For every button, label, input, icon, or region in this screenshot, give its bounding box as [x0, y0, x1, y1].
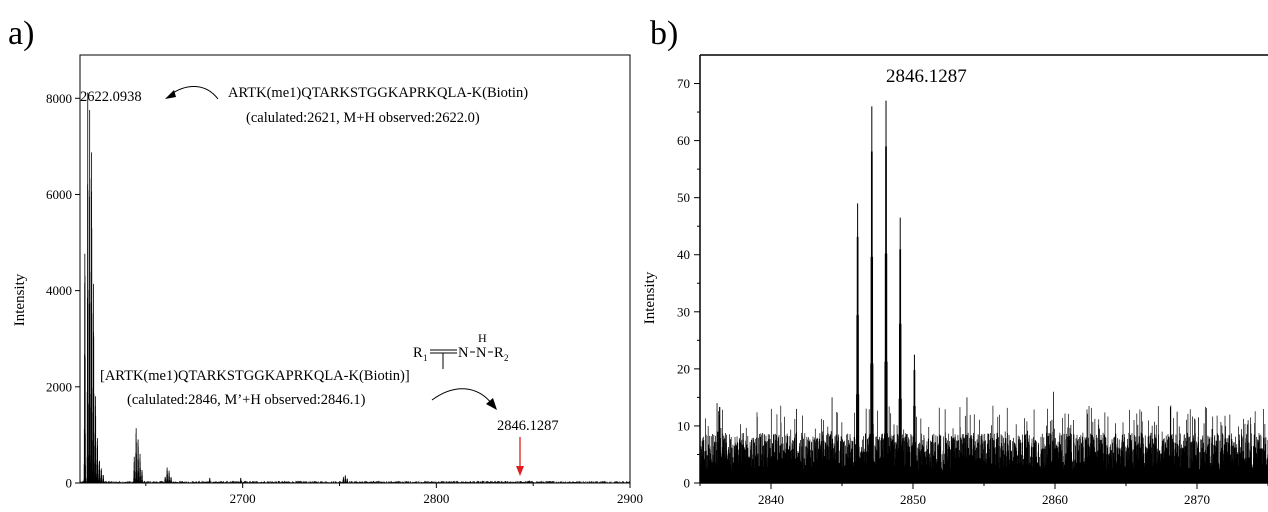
panel-b-y-tick-label: 40 — [677, 247, 690, 262]
panel-a-peak — [208, 477, 212, 483]
panel-b-peak — [883, 100, 890, 483]
panel-a-peak2-mass-label: 2846.1287 — [497, 418, 559, 434]
panel-a-peak1-mass-label: 2622.0938 — [80, 89, 142, 105]
panel-b-spectrum-trace — [699, 100, 1268, 483]
panel-a-peak2-sequence: [ARTK(me1)QTARKSTGGKAPRKQLA-K(Biotin)] — [100, 368, 410, 384]
panel-b-y-tick-label: 10 — [677, 418, 690, 433]
panel-a-red-marker-arrowhead — [516, 466, 524, 476]
panel-a-y-tick-label: 4000 — [46, 283, 72, 298]
panel-a-peak — [101, 474, 105, 483]
panel-a-peak — [138, 453, 142, 483]
panel-b-y-tick-label: 0 — [684, 476, 691, 491]
structure-r2: R — [494, 345, 504, 361]
panel-a-peak — [92, 283, 95, 483]
panel-a-peak — [342, 476, 345, 483]
panel-a-peak — [86, 92, 90, 483]
panel-a-peak — [96, 438, 99, 483]
structure-r1-subscript: 1 — [423, 353, 428, 363]
panel-b-y-tick-label: 20 — [677, 361, 690, 376]
panel-a-peak1-calc: (calulated:2621, M+H observed:2622.0) — [246, 110, 480, 126]
panel-a-peak1-curved-arrow — [169, 86, 219, 100]
panel-b-y-tick-label: 60 — [677, 133, 690, 148]
panel-a-y-tick-label: 0 — [66, 476, 73, 491]
panel-a-peak — [100, 468, 103, 483]
panel-b-x-tick-label: 2840 — [758, 492, 784, 507]
panel-b-noise — [699, 405, 1268, 483]
panel-a-y-axis-title: Intensity — [12, 273, 28, 326]
panel-a-peak — [169, 477, 173, 483]
panel-b-x-tick-label: 2870 — [1184, 492, 1210, 507]
panel-a-peak — [90, 152, 93, 483]
panel-a-peak — [165, 467, 169, 483]
panel-a-x-tick-label: 2900 — [617, 491, 643, 506]
structure-n2: N — [476, 345, 487, 361]
panel-a-spectrum-trace — [80, 92, 631, 483]
panel-a-peak1-sequence: ARTK(me1)QTARKSTGGKAPRKQLA-K(Biotin) — [228, 85, 528, 101]
panel-a-ticks: 2700 2800 2900 0 2000 4000 6000 8000 — [46, 91, 643, 506]
structure-r2-subscript: 2 — [504, 353, 509, 363]
panel-a-spectrum: a) 2700 2800 2900 0 2000 4000 6000 8000 Intensi… — [8, 15, 643, 506]
structure-n1: N — [458, 345, 469, 361]
panel-b-spectrum: b) 2840 2850 2860 2870 0 10 20 30 40 50 60 70 Inten… — [642, 15, 1268, 507]
panel-a-peak — [88, 109, 91, 483]
panel-b-y-tick-label: 50 — [677, 190, 690, 205]
panel-b-y-axis-title: Intensity — [642, 271, 658, 324]
panel-b-x-tick-label: 2850 — [900, 492, 926, 507]
panel-b-ticks: 2840 2850 2860 2870 0 10 20 30 40 50 60 70 — [677, 76, 1268, 507]
panel-b-axes — [699, 54, 1268, 484]
panel-a-peak — [94, 396, 97, 483]
panel-a-peak — [526, 481, 529, 483]
panel-b-x-tick-label: 2860 — [1042, 492, 1068, 507]
structure-h: H — [478, 331, 487, 345]
panel-a-peak — [132, 456, 136, 483]
panel-a-peak1-arrowhead — [165, 90, 176, 99]
panel-a-peak — [98, 460, 101, 483]
panel-a-peak2-curved-arrow — [431, 388, 493, 405]
panel-a-peak2-calc: (calulated:2846, M’+H observed:2846.1) — [127, 392, 366, 408]
panel-a-peak — [528, 480, 531, 483]
panel-a-y-tick-label: 6000 — [46, 187, 72, 202]
panel-a-peak — [134, 428, 138, 483]
panel-b-peak-mass-label: 2846.1287 — [886, 66, 967, 87]
panel-a-peak — [345, 478, 349, 483]
hydrazone-structure: R 1 N N H R 2 — [413, 331, 509, 369]
panel-b-peak — [854, 203, 861, 483]
structure-r1: R — [413, 345, 423, 361]
panel-b-y-tick-label: 30 — [677, 304, 690, 319]
panel-a-peak — [163, 476, 167, 483]
panel-a-peak — [136, 439, 140, 483]
panel-a-peak — [344, 475, 347, 483]
panel-a-peak — [167, 470, 171, 483]
panel-a-peak — [83, 253, 87, 483]
panel-a-peak — [140, 470, 144, 483]
panel-a-y-tick-label: 8000 — [46, 91, 72, 106]
panel-a-peak2-arrowhead — [486, 398, 497, 410]
panel-a-label: a) — [8, 15, 34, 52]
panel-b-y-tick-label: 70 — [677, 76, 690, 91]
panel-a-x-tick-label: 2700 — [230, 491, 256, 506]
panel-a-peak — [239, 477, 243, 483]
panel-a-x-tick-label: 2800 — [423, 491, 449, 506]
panel-a-y-tick-label: 2000 — [46, 379, 72, 394]
panel-b-label: b) — [650, 15, 678, 52]
